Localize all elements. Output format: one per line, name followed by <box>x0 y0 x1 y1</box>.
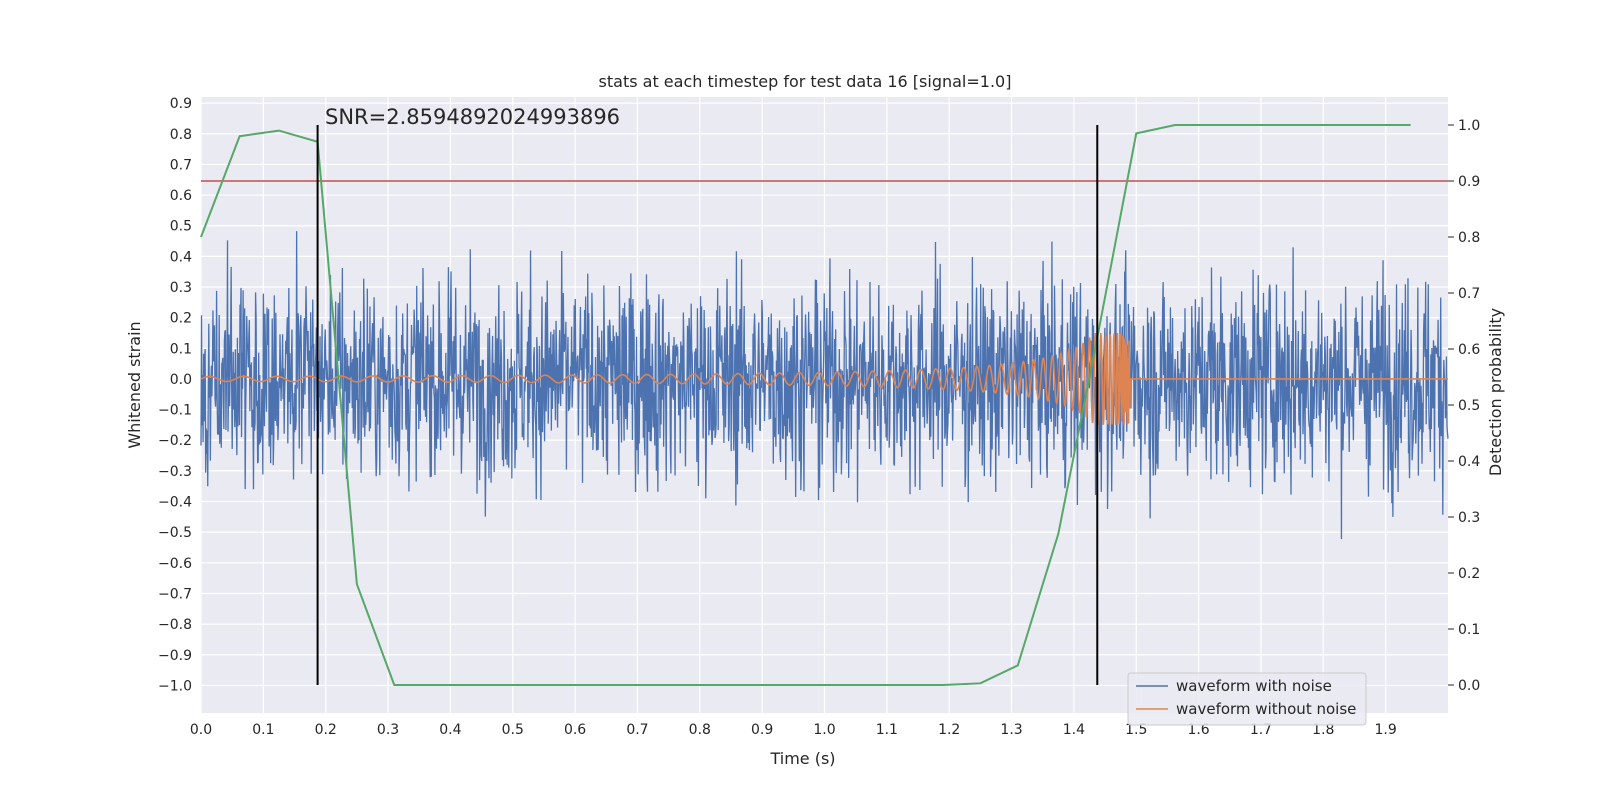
chart-title: stats at each timestep for test data 16 … <box>599 72 1012 91</box>
x-tick-label: 0.6 <box>564 722 586 738</box>
y-tick-label: −0.3 <box>158 464 192 480</box>
y-tick-label: −0.5 <box>158 525 192 541</box>
x-tick-label: 0.1 <box>252 722 274 738</box>
grid <box>200 97 1448 713</box>
series-waveform-with-noise <box>200 231 1449 540</box>
y-tick-label: 0.7 <box>170 157 192 173</box>
y2-tick-label: 0.9 <box>1458 174 1480 190</box>
y-tick-label: −0.7 <box>158 586 192 602</box>
x-tick-label: 0.0 <box>190 722 212 738</box>
x-tick-label: 1.3 <box>1000 722 1022 738</box>
series-waveform-without-noise <box>200 332 1448 425</box>
y-tick-label: 0.4 <box>170 249 192 265</box>
y2-tick-label: 0.0 <box>1458 678 1480 694</box>
x-tick-label: 0.7 <box>626 722 648 738</box>
x-tick-label: 0.4 <box>439 722 461 738</box>
y-axis-label: Whitened strain <box>125 321 144 448</box>
y-tick-label: 0.3 <box>170 280 192 296</box>
x-tick-label: 1.2 <box>938 722 960 738</box>
y-tick-label: 0.1 <box>170 341 192 357</box>
y2-tick-label: 0.6 <box>1458 342 1480 358</box>
legend-label-clean: waveform without noise <box>1176 700 1356 718</box>
x-tick-label: 0.2 <box>315 722 337 738</box>
y-tick-label: 0.9 <box>170 96 192 112</box>
x-tick-label: 1.5 <box>1125 722 1147 738</box>
y-tick-label: −0.2 <box>158 433 192 449</box>
y2-tick-label: 0.3 <box>1458 510 1480 526</box>
y2-tick-label: 1.0 <box>1458 118 1480 134</box>
y-tick-label: −0.1 <box>158 403 192 419</box>
x-tick-label: 1.4 <box>1063 722 1085 738</box>
y2-tick-label: 0.5 <box>1458 398 1480 414</box>
y-tick-label: 0.8 <box>170 127 192 143</box>
y2-tick-label: 0.8 <box>1458 230 1480 246</box>
y-tick-label: 0.5 <box>170 219 192 235</box>
snr-annotation: SNR=2.8594892024993896 <box>325 105 620 129</box>
y2-ticks: 1.0 0.9 0.8 0.7 0.6 0.5 0.4 0.3 0.2 0.1 0.0 <box>1448 118 1480 694</box>
y-tick-label: −0.9 <box>158 648 192 664</box>
y-tick-label: −0.6 <box>158 556 192 572</box>
y-ticks: 0.9 0.8 0.7 0.6 0.5 0.4 0.3 0.2 0.1 0.0 −0.1 −0.2 −0… <box>158 96 192 694</box>
y2-tick-label: 0.4 <box>1458 454 1480 470</box>
series-detection-probability <box>200 124 1411 686</box>
y-tick-label: 0.2 <box>170 311 192 327</box>
x-tick-label: 1.1 <box>876 722 898 738</box>
plot-area <box>200 124 1449 686</box>
y-tick-label: −1.0 <box>158 678 192 694</box>
y2-tick-label: 0.2 <box>1458 566 1480 582</box>
legend-label-noisy: waveform with noise <box>1176 677 1332 695</box>
x-tick-label: 1.9 <box>1375 722 1397 738</box>
x-axis-label: Time (s) <box>769 749 835 768</box>
x-tick-label: 1.8 <box>1312 722 1334 738</box>
y2-axis-label: Detection probability <box>1486 308 1505 476</box>
legend: waveform with noise waveform without noi… <box>1127 672 1367 726</box>
y-tick-label: 0.0 <box>170 372 192 388</box>
x-tick-label: 0.8 <box>689 722 711 738</box>
x-tick-label: 1.0 <box>813 722 835 738</box>
y-tick-label: −0.8 <box>158 617 192 633</box>
y-tick-label: 0.6 <box>170 188 192 204</box>
x-ticks: 0.0 0.1 0.2 0.3 0.4 0.5 0.6 0.7 0.8 0.9 1.0 1.1 1.2 1… <box>190 722 1397 738</box>
y2-tick-label: 0.1 <box>1458 622 1480 638</box>
x-tick-label: 0.9 <box>751 722 773 738</box>
x-tick-label: 1.7 <box>1250 722 1272 738</box>
x-tick-label: 1.6 <box>1187 722 1209 738</box>
x-tick-label: 0.3 <box>377 722 399 738</box>
y2-tick-label: 0.7 <box>1458 286 1480 302</box>
y-tick-label: −0.4 <box>158 495 192 511</box>
x-tick-label: 0.5 <box>502 722 524 738</box>
